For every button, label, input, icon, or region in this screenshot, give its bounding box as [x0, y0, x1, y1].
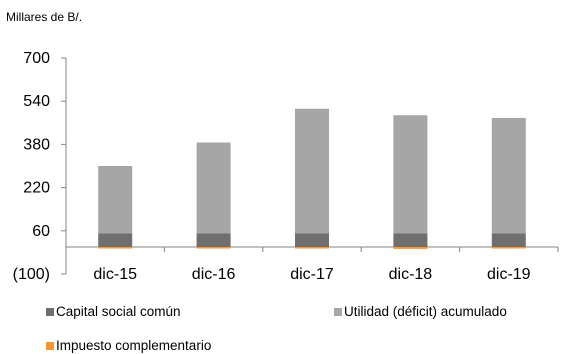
x-tick-label: dic-15: [93, 266, 137, 283]
bar-capital-social-dic-18: [393, 234, 427, 248]
y-tick-label: 220: [23, 180, 50, 197]
bar-impuesto-complementario-dic-17: [295, 247, 329, 249]
legend-label-impuesto-complementario: Impuesto complementario: [56, 338, 211, 353]
y-tick-label: (100): [13, 266, 50, 283]
legend-item-capital-social: Capital social común: [46, 304, 181, 319]
bar-impuesto-complementario-dic-16: [197, 247, 231, 249]
x-tick-label: dic-18: [389, 266, 433, 283]
bar-impuesto-complementario-dic-19: [492, 247, 526, 249]
x-tick-label: dic-17: [290, 266, 334, 283]
legend-swatch-capital-social: [46, 308, 54, 316]
x-tick-label: dic-19: [487, 266, 531, 283]
bar-capital-social-dic-17: [295, 234, 329, 248]
legend-swatch-impuesto-complementario: [46, 342, 54, 350]
bar-impuesto-complementario-dic-15: [98, 247, 132, 249]
y-tick-label: 380: [23, 136, 50, 153]
x-tick-label: dic-16: [192, 266, 236, 283]
y-tick-label: 540: [23, 93, 50, 110]
bar-utilidad-acumulado-dic-18: [393, 115, 427, 233]
legend-label-capital-social: Capital social común: [56, 304, 181, 319]
stacked-bar-chart: (100) 60 220 380 540 700 dic-15 dic-16 dic-17 dic…: [0, 0, 568, 300]
bar-capital-social-dic-19: [492, 234, 526, 248]
bar-utilidad-acumulado-dic-15: [98, 166, 132, 234]
bar-capital-social-dic-15: [98, 234, 132, 248]
bar-utilidad-acumulado-dic-16: [197, 143, 231, 234]
legend-item-utilidad-acumulado: Utilidad (déficit) acumulado: [334, 304, 507, 319]
bar-impuesto-complementario-dic-18: [393, 247, 427, 249]
bar-capital-social-dic-16: [197, 234, 231, 248]
legend-item-impuesto-complementario: Impuesto complementario: [46, 338, 211, 353]
y-tick-label: 60: [32, 223, 50, 240]
bar-utilidad-acumulado-dic-19: [492, 118, 526, 234]
y-tick-label: 700: [23, 50, 50, 67]
legend-swatch-utilidad-acumulado: [334, 308, 342, 316]
bar-utilidad-acumulado-dic-17: [295, 109, 329, 234]
legend-label-utilidad-acumulado: Utilidad (déficit) acumulado: [344, 304, 507, 319]
